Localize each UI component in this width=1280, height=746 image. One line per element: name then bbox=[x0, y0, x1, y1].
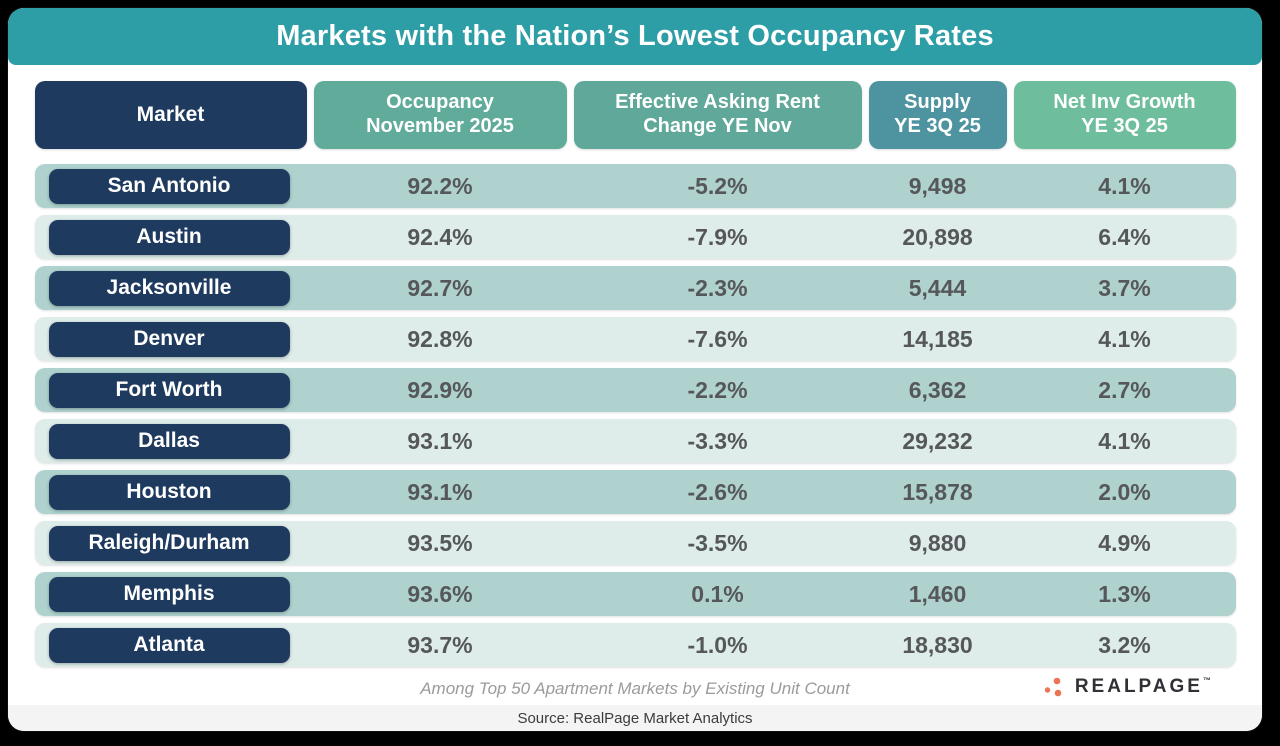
occupancy-value: 92.8% bbox=[407, 325, 473, 352]
column-header-label: Effective Asking Rent bbox=[615, 91, 820, 114]
table-row: Memphis 93.6% 0.1% 1,460 1.3% bbox=[34, 572, 1236, 616]
occupancy-value: 93.1% bbox=[407, 427, 473, 454]
occupancy-value: 93.7% bbox=[407, 631, 473, 658]
occupancy-value: 93.6% bbox=[407, 580, 473, 607]
market-pill: Fort Worth bbox=[48, 372, 290, 408]
supply-value: 18,830 bbox=[902, 631, 973, 658]
column-header-label: Net Inv Growth bbox=[1053, 91, 1196, 114]
net-inv-growth-value: 4.1% bbox=[1098, 325, 1151, 352]
net-inv-growth-value: 4.1% bbox=[1098, 172, 1151, 199]
occupancy-value: 92.4% bbox=[407, 223, 473, 250]
market-label: Houston bbox=[126, 480, 212, 503]
rent-change-value: 0.1% bbox=[691, 580, 744, 607]
table: Market Occupancy November 2025 Effective… bbox=[34, 81, 1236, 667]
table-row: Dallas 93.1% -3.3% 29,232 4.1% bbox=[34, 419, 1236, 463]
net-inv-growth-value: 2.7% bbox=[1098, 376, 1151, 403]
market-pill: Memphis bbox=[48, 576, 290, 612]
supply-value: 29,232 bbox=[902, 427, 973, 454]
column-header-label: Supply bbox=[904, 91, 971, 114]
occupancy-value: 93.1% bbox=[407, 478, 473, 505]
column-header-market: Market bbox=[34, 81, 307, 149]
footer: Among Top 50 Apartment Markets by Existi… bbox=[8, 669, 1262, 709]
table-row: Houston 93.1% -2.6% 15,878 2.0% bbox=[34, 470, 1236, 514]
occupancy-value: 92.2% bbox=[407, 172, 473, 199]
table-row: San Antonio 92.2% -5.2% 9,498 4.1% bbox=[34, 164, 1236, 208]
supply-value: 14,185 bbox=[902, 325, 973, 352]
column-header-label-line2: YE 3Q 25 bbox=[1081, 115, 1168, 137]
table-row: Denver 92.8% -7.6% 14,185 4.1% bbox=[34, 317, 1236, 361]
rent-change-value: -2.2% bbox=[687, 376, 748, 403]
table-body: San Antonio 92.2% -5.2% 9,498 4.1% Austi… bbox=[34, 164, 1236, 667]
supply-value: 9,880 bbox=[908, 529, 967, 556]
realpage-logo: REALPAGE™ bbox=[1044, 676, 1214, 698]
occupancy-value: 92.7% bbox=[407, 274, 473, 301]
table-row: Raleigh/Durham 93.5% -3.5% 9,880 4.9% bbox=[34, 521, 1236, 565]
market-pill: Houston bbox=[48, 474, 290, 510]
market-pill: Jacksonville bbox=[48, 270, 290, 306]
market-pill: Dallas bbox=[48, 423, 290, 459]
net-inv-growth-value: 4.1% bbox=[1098, 427, 1151, 454]
supply-value: 15,878 bbox=[902, 478, 973, 505]
market-pill: San Antonio bbox=[48, 168, 290, 204]
column-header-net-inv-growth: Net Inv Growth YE 3Q 25 bbox=[1013, 81, 1236, 149]
rent-change-value: -2.3% bbox=[687, 274, 748, 301]
trademark-mark: ™ bbox=[1203, 676, 1214, 685]
market-pill: Atlanta bbox=[48, 627, 290, 663]
market-pill: Austin bbox=[48, 219, 290, 255]
supply-value: 6,362 bbox=[908, 376, 967, 403]
realpage-logo-text: REALPAGE™ bbox=[1074, 676, 1214, 697]
market-label: Fort Worth bbox=[115, 378, 223, 401]
rent-change-value: -5.2% bbox=[687, 172, 748, 199]
market-label: Austin bbox=[136, 225, 202, 248]
rent-change-value: -7.9% bbox=[687, 223, 748, 250]
column-header-supply: Supply YE 3Q 25 bbox=[868, 81, 1007, 149]
market-label: Atlanta bbox=[133, 633, 205, 656]
market-label: Dallas bbox=[138, 429, 200, 452]
supply-value: 5,444 bbox=[908, 274, 967, 301]
source-bar: Source: RealPage Market Analytics bbox=[8, 705, 1262, 731]
net-inv-growth-value: 3.7% bbox=[1098, 274, 1151, 301]
title-bar: Markets with the Nation’s Lowest Occupan… bbox=[8, 8, 1262, 65]
market-label: San Antonio bbox=[107, 174, 231, 197]
header-row: Market Occupancy November 2025 Effective… bbox=[34, 81, 1236, 149]
realpage-dots-icon bbox=[1044, 677, 1062, 696]
supply-value: 1,460 bbox=[908, 580, 967, 607]
table-row: Fort Worth 92.9% -2.2% 6,362 2.7% bbox=[34, 368, 1236, 412]
supply-value: 9,498 bbox=[908, 172, 967, 199]
net-inv-growth-value: 6.4% bbox=[1098, 223, 1151, 250]
market-label: Raleigh/Durham bbox=[88, 531, 250, 554]
net-inv-growth-value: 3.2% bbox=[1098, 631, 1151, 658]
table-row: Atlanta 93.7% -1.0% 18,830 3.2% bbox=[34, 623, 1236, 667]
column-header-label-line2: YE 3Q 25 bbox=[894, 115, 981, 137]
market-label: Denver bbox=[133, 327, 205, 350]
infographic-card: Markets with the Nation’s Lowest Occupan… bbox=[8, 8, 1262, 731]
table-row: Austin 92.4% -7.9% 20,898 6.4% bbox=[34, 215, 1236, 259]
column-header-label-line2: November 2025 bbox=[366, 115, 514, 137]
net-inv-growth-value: 2.0% bbox=[1098, 478, 1151, 505]
source-text: Source: RealPage Market Analytics bbox=[517, 709, 753, 727]
occupancy-value: 93.5% bbox=[407, 529, 473, 556]
rent-change-value: -3.3% bbox=[687, 427, 748, 454]
column-header-rent-change: Effective Asking Rent Change YE Nov bbox=[573, 81, 862, 149]
net-inv-growth-value: 1.3% bbox=[1098, 580, 1151, 607]
footnote-text: Among Top 50 Apartment Markets by Existi… bbox=[420, 679, 850, 698]
occupancy-value: 92.9% bbox=[407, 376, 473, 403]
column-header-label-line2: Change YE Nov bbox=[643, 115, 792, 137]
rent-change-value: -1.0% bbox=[687, 631, 748, 658]
column-header-occupancy: Occupancy November 2025 bbox=[313, 81, 567, 149]
column-header-label: Occupancy bbox=[386, 91, 494, 114]
net-inv-growth-value: 4.9% bbox=[1098, 529, 1151, 556]
market-label: Jacksonville bbox=[106, 276, 232, 299]
rent-change-value: -7.6% bbox=[687, 325, 748, 352]
rent-change-value: -3.5% bbox=[687, 529, 748, 556]
column-header-label: Market bbox=[136, 102, 205, 126]
market-pill: Raleigh/Durham bbox=[48, 525, 290, 561]
page-title: Markets with the Nation’s Lowest Occupan… bbox=[276, 20, 994, 52]
market-pill: Denver bbox=[48, 321, 290, 357]
rent-change-value: -2.6% bbox=[687, 478, 748, 505]
supply-value: 20,898 bbox=[902, 223, 973, 250]
table-row: Jacksonville 92.7% -2.3% 5,444 3.7% bbox=[34, 266, 1236, 310]
market-label: Memphis bbox=[123, 582, 215, 605]
